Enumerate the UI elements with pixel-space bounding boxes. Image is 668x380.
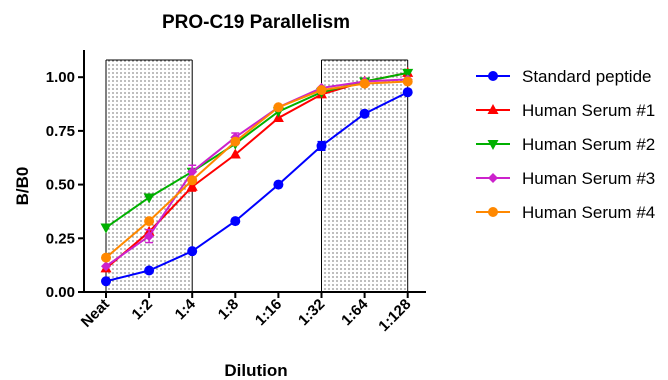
data-point bbox=[316, 140, 327, 151]
data-point bbox=[143, 193, 155, 204]
x-tick-label: 1:64 bbox=[338, 295, 372, 329]
x-tick-label: 1:32 bbox=[295, 296, 328, 329]
legend-marker bbox=[488, 71, 498, 81]
shaded-region-2 bbox=[321, 59, 409, 292]
y-tick-label: 0.75 bbox=[46, 123, 75, 140]
data-point bbox=[402, 76, 413, 87]
series-line bbox=[105, 80, 408, 259]
legend-item: Human Serum #1 bbox=[476, 101, 655, 120]
x-tick-label: 1:128 bbox=[375, 296, 414, 335]
data-point bbox=[144, 216, 155, 227]
data-point bbox=[229, 148, 241, 159]
data-point bbox=[402, 68, 414, 79]
shaded-region-1 bbox=[105, 59, 193, 292]
legend-label: Standard peptide bbox=[522, 67, 652, 86]
data-point bbox=[230, 136, 241, 147]
data-point bbox=[402, 87, 413, 98]
legend-marker bbox=[487, 140, 499, 150]
data-point bbox=[359, 78, 370, 89]
series-1 bbox=[101, 87, 413, 287]
legend-label: Human Serum #4 bbox=[522, 203, 655, 222]
shaded-regions bbox=[105, 59, 409, 292]
legend-label: Human Serum #3 bbox=[522, 169, 655, 188]
data-point bbox=[101, 252, 111, 263]
data-point bbox=[187, 246, 198, 257]
data-point bbox=[144, 265, 155, 276]
x-tick-label: 1:16 bbox=[252, 296, 285, 329]
x-axis-label: Dilution bbox=[224, 361, 287, 380]
x-tick-label: Neat bbox=[78, 296, 113, 331]
series-5 bbox=[101, 76, 413, 263]
legend-marker bbox=[488, 173, 498, 183]
legend-marker bbox=[487, 104, 499, 114]
data-point bbox=[273, 179, 284, 190]
data-point bbox=[100, 223, 112, 234]
data-point bbox=[186, 180, 198, 191]
y-tick-label: 0.25 bbox=[46, 230, 75, 247]
data-point bbox=[273, 102, 284, 113]
y-tick-label: 0.00 bbox=[46, 284, 75, 301]
data-point bbox=[316, 85, 327, 96]
legend-item: Human Serum #2 bbox=[476, 135, 655, 154]
series-line bbox=[105, 91, 409, 283]
y-axis-label: B/B0 bbox=[13, 167, 32, 206]
legend: Standard peptide Human Serum #1 Human Seru… bbox=[476, 67, 655, 222]
data-point bbox=[101, 276, 111, 287]
series-layer bbox=[100, 66, 414, 287]
legend-marker bbox=[488, 207, 498, 217]
legend-item: Standard peptide bbox=[476, 67, 652, 86]
series-line bbox=[105, 78, 408, 268]
data-point bbox=[187, 175, 198, 186]
x-tick-label: 1:4 bbox=[172, 295, 200, 323]
legend-label: Human Serum #2 bbox=[522, 135, 655, 154]
chart-title: PRO-C19 Parallelism bbox=[162, 12, 350, 33]
x-tick-label: 1:2 bbox=[129, 296, 156, 323]
legend-item: Human Serum #3 bbox=[476, 169, 655, 188]
y-tick-label: 0.50 bbox=[46, 177, 75, 194]
data-point bbox=[359, 108, 370, 119]
data-point bbox=[144, 231, 155, 242]
legend-label: Human Serum #1 bbox=[522, 101, 655, 120]
data-point bbox=[101, 261, 111, 272]
data-point bbox=[187, 166, 198, 177]
data-point bbox=[230, 216, 241, 227]
y-tick-label: 1.00 bbox=[46, 69, 75, 86]
x-tick-label: 1:8 bbox=[215, 296, 242, 323]
legend-item: Human Serum #4 bbox=[476, 203, 655, 222]
